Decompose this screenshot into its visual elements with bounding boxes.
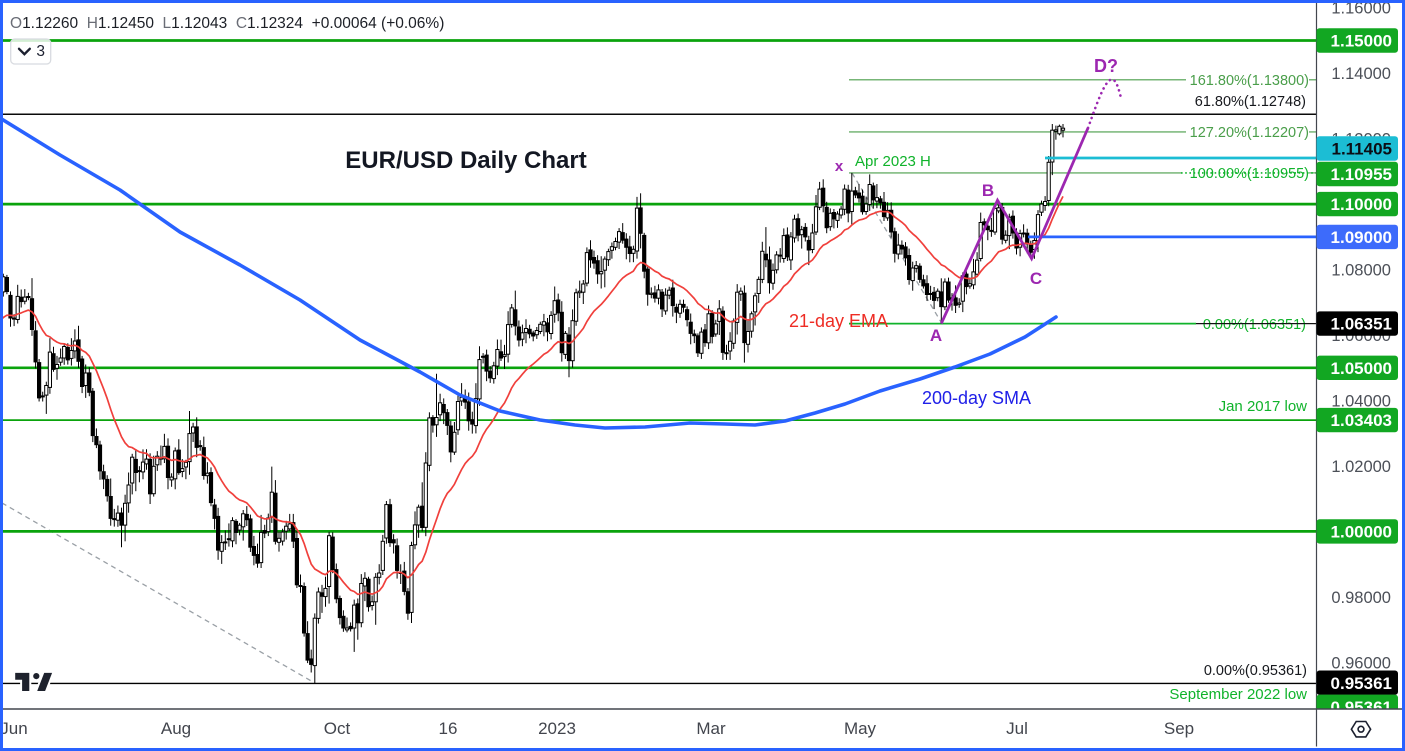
svg-text:Sep: Sep [1164, 719, 1194, 738]
svg-text:Jul: Jul [1006, 719, 1028, 738]
svg-text:Jan 2017 low: Jan 2017 low [1219, 398, 1308, 415]
svg-text:1.00000: 1.00000 [1331, 523, 1392, 542]
svg-text:0.98000: 0.98000 [1331, 589, 1391, 607]
svg-text:0.00%(0.95361): 0.00%(0.95361) [1204, 663, 1307, 679]
svg-text:1.06351: 1.06351 [1331, 315, 1392, 334]
svg-text:O1.12260 H1.12450 L1.12043: O1.12260 H1.12450 L1.12043 C1.12324 +0.0… [10, 15, 444, 32]
svg-text:September 2022 low: September 2022 low [1169, 686, 1307, 703]
svg-text:200-day SMA: 200-day SMA [922, 388, 1031, 408]
svg-text:1.02000: 1.02000 [1331, 458, 1391, 476]
svg-text:1.04000: 1.04000 [1331, 393, 1391, 411]
svg-text:0.96000: 0.96000 [1331, 654, 1391, 672]
svg-text:Apr 2023 H: Apr 2023 H [855, 153, 931, 170]
svg-text:3: 3 [36, 43, 45, 60]
svg-text:21-day EMA: 21-day EMA [789, 311, 888, 331]
svg-text:1.05000: 1.05000 [1331, 359, 1392, 378]
svg-text:1.10955: 1.10955 [1331, 165, 1392, 184]
svg-text:x: x [835, 158, 844, 175]
svg-text:16: 16 [439, 719, 458, 738]
svg-text:B: B [982, 181, 994, 200]
svg-text:D?: D? [1094, 56, 1118, 76]
svg-text:1.03403: 1.03403 [1331, 411, 1392, 430]
svg-text:0.00%(1.06351): 0.00%(1.06351) [1203, 317, 1306, 333]
svg-text:1.09000: 1.09000 [1331, 228, 1392, 247]
svg-text:Aug: Aug [161, 719, 191, 738]
svg-text:2023: 2023 [538, 719, 576, 738]
svg-text:1.11405: 1.11405 [1331, 140, 1392, 159]
svg-text:127.20%(1.12207): 127.20%(1.12207) [1190, 125, 1309, 141]
svg-text:C: C [1030, 269, 1042, 288]
svg-text:100.00%(1.10955): 100.00%(1.10955) [1190, 166, 1309, 182]
svg-text:61.80%(1.12748): 61.80%(1.12748) [1195, 94, 1306, 110]
svg-text:1.16000: 1.16000 [1331, 0, 1391, 18]
svg-text:Jun: Jun [0, 719, 27, 738]
svg-text:Mar: Mar [696, 719, 726, 738]
svg-text:0.95361: 0.95361 [1331, 674, 1392, 693]
svg-text:1.15000: 1.15000 [1331, 32, 1392, 51]
svg-text:May: May [844, 719, 877, 738]
svg-text:1.08000: 1.08000 [1331, 262, 1391, 280]
svg-text:1.14000: 1.14000 [1331, 65, 1391, 83]
svg-text:1.10000: 1.10000 [1331, 195, 1392, 214]
svg-text:A: A [930, 326, 942, 345]
svg-text:EUR/USD Daily Chart: EUR/USD Daily Chart [345, 147, 586, 174]
svg-text:161.80%(1.13800): 161.80%(1.13800) [1190, 73, 1309, 89]
svg-text:Oct: Oct [324, 719, 351, 738]
